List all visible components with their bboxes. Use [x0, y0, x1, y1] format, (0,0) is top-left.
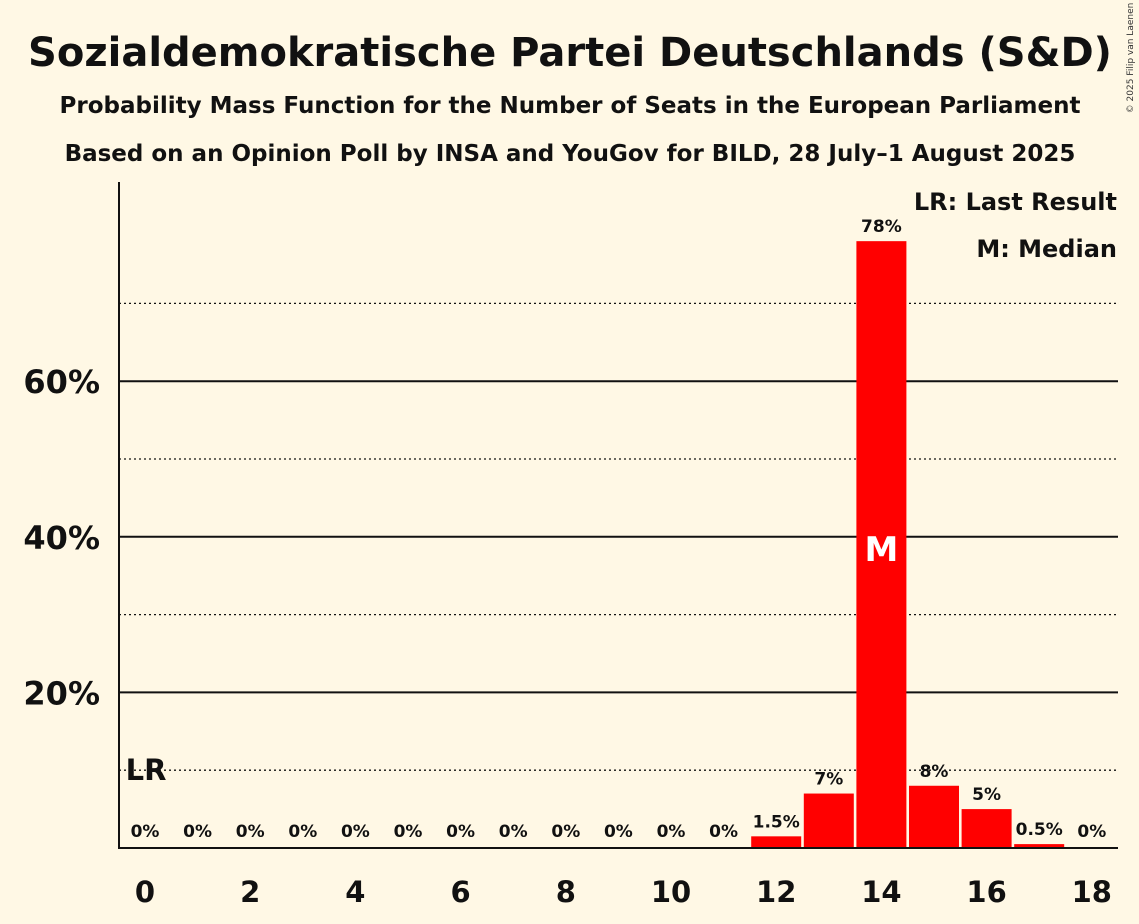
bar-label-seat-14: 78%: [861, 217, 902, 237]
bar-label-seat-7: 0%: [499, 822, 528, 842]
x-tick-label: 18: [1072, 875, 1112, 909]
x-tick-labels: 0 2 4 6 8 10 12 14 16 18: [135, 875, 1112, 909]
bar-label-seat-18: 0%: [1077, 822, 1106, 842]
bar-label-seat-1: 0%: [183, 822, 212, 842]
x-tick-label: 14: [861, 875, 901, 909]
bar-label-seat-13: 7%: [814, 770, 843, 790]
bar-label-seat-9: 0%: [604, 822, 633, 842]
bar-label-seat-8: 0%: [551, 822, 580, 842]
bar-label-seat-3: 0%: [288, 822, 317, 842]
bar-label-seat-0: 0%: [131, 822, 160, 842]
bar-seat-14: [856, 241, 907, 848]
bar-seat-16: [961, 809, 1012, 848]
chart-subtitle: Probability Mass Function for the Number…: [60, 93, 1081, 119]
legend-median: M: Median: [976, 235, 1117, 263]
bar-label-seat-16: 5%: [972, 785, 1001, 805]
chart-title: Sozialdemokratische Partei Deutschlands …: [28, 30, 1112, 76]
bar-label-seat-11: 0%: [709, 822, 738, 842]
y-tick-label: 60%: [23, 363, 100, 401]
x-tick-label: 0: [135, 875, 155, 909]
bar-seat-15: [909, 785, 959, 848]
bar-labels: 0% 0% 0% 0% 0% 0% 0% 0% 0% 0% 0% 0% 1.5% 7% 78% M 8% 5% 0.…: [131, 217, 1107, 842]
y-tick-label: 20%: [23, 674, 100, 712]
bars: [751, 241, 1065, 848]
chart-subtitle-poll: Based on an Opinion Poll by INSA and You…: [65, 141, 1076, 167]
y-tick-label: 40%: [23, 519, 100, 557]
median-marker: M: [864, 530, 898, 570]
bar-label-seat-10: 0%: [657, 822, 686, 842]
x-tick-label: 2: [240, 875, 260, 909]
bar-seat-13: [803, 793, 854, 848]
x-tick-label: 16: [966, 875, 1006, 909]
bar-seat-12: [751, 836, 802, 848]
bar-label-seat-2: 0%: [236, 822, 265, 842]
bar-label-seat-5: 0%: [394, 822, 423, 842]
x-tick-label: 12: [756, 875, 796, 909]
x-tick-label: 8: [556, 875, 576, 909]
bar-label-seat-4: 0%: [341, 822, 370, 842]
bar-label-seat-12: 1.5%: [753, 812, 800, 832]
bar-label-seat-6: 0%: [446, 822, 475, 842]
bar-label-seat-17: 0.5%: [1016, 820, 1063, 840]
last-result-marker: LR: [126, 753, 167, 787]
copyright-note: © 2025 Filip van Laenen: [1126, 3, 1136, 114]
legend-last-result: LR: Last Result: [914, 188, 1117, 216]
x-tick-label: 4: [345, 875, 365, 909]
gridlines: [119, 302, 1118, 771]
bar-seat-17: [1014, 844, 1065, 848]
bar-label-seat-15: 8%: [920, 762, 949, 782]
x-tick-label: 6: [451, 875, 471, 909]
y-tick-labels: 20% 40% 60%: [23, 363, 100, 712]
x-tick-label: 10: [651, 875, 691, 909]
